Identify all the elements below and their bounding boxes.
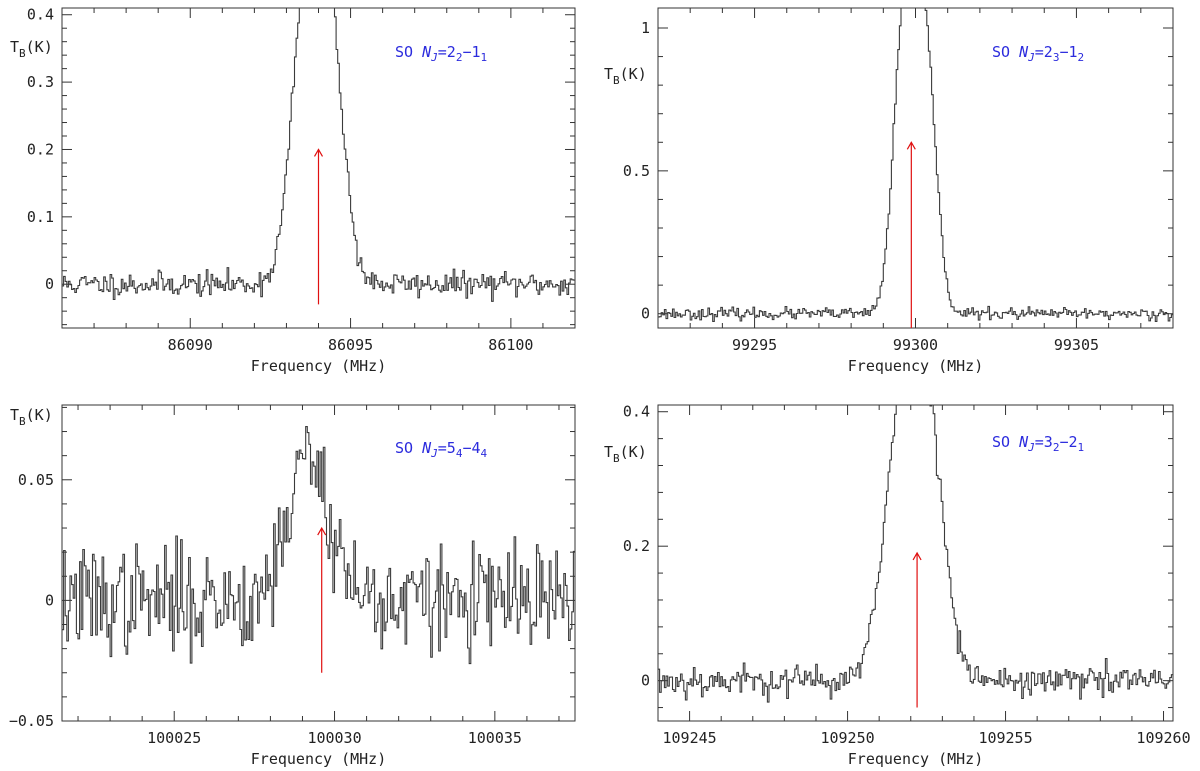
x-tick-label: 109260 [1136,729,1190,747]
y-tick-label: 0 [641,305,650,323]
y-tick-label: 1 [641,19,650,37]
transition-label: SO NJ=22−11 [395,43,487,64]
x-tick-label: 86100 [488,336,533,354]
panel-top-left: 86090 86095 86100 0 0.1 0.2 0.3 0.4 Frequency (M… [10,6,576,375]
spectrum-line [62,426,575,665]
x-tick-label: 100030 [307,729,361,747]
y-tick-label: 0 [45,591,54,609]
x-tick-label: 99295 [732,336,777,354]
x-axis-title: Frequency (MHz) [251,750,386,768]
x-axis-title: Frequency (MHz) [251,357,386,375]
transition-label: SO NJ=54−44 [395,439,488,460]
y-tick-label: 0.2 [27,140,54,158]
x-tick-label: 99300 [893,336,938,354]
arrow-head-icon [317,526,327,536]
transition-label: SO NJ=32−21 [992,433,1084,454]
y-axis-title: TB(K) [604,65,647,87]
plot-frame [657,7,1174,329]
arrow-head-icon [912,551,922,561]
x-axis-title: Frequency (MHz) [848,750,983,768]
y-tick-label: 0.5 [623,162,650,180]
spectrum-line [658,404,1173,703]
arrow-head-icon [313,148,324,157]
arrow-head-icon [906,141,916,150]
y-axis-title: TB(K) [10,38,53,60]
y-tick-label: 0.4 [623,403,650,421]
x-tick-label: 86095 [328,336,373,354]
y-axis-title: TB(K) [604,443,647,465]
y-tick-label: 0.1 [27,208,54,226]
plot-frame [61,404,576,722]
spectrum-line [62,7,575,302]
x-tick-label: 99305 [1054,336,1099,354]
x-tick-label: 86090 [168,336,213,354]
panel-bottom-left: 100025 100030 100035 −0.05 0 0.05 Frequency (M… [9,404,576,768]
plot-frame [657,404,1174,722]
y-axis-title: TB(K) [10,406,53,428]
y-tick-label: 0.4 [27,6,54,24]
x-tick-label: 100025 [147,729,201,747]
y-tick-label: 0.05 [18,471,54,489]
transition-label: SO NJ=23−12 [992,43,1084,64]
panel-top-right: 99295 99300 99305 0 0.5 1 Frequency (MHz) TB(K)… [604,7,1174,375]
x-axis-title: Frequency (MHz) [848,357,983,375]
x-tick-label: 109255 [978,729,1032,747]
panel-bottom-right: 109245 109250 109255 109260 0 0.2 0.4 Frequency… [604,403,1191,768]
spectrum-line [658,7,1173,322]
y-tick-label: 0 [641,672,650,690]
y-tick-label: −0.05 [9,712,54,730]
x-tick-label: 109250 [820,729,874,747]
x-tick-label: 100035 [468,729,522,747]
y-tick-label: 0.3 [27,73,54,91]
y-tick-label: 0 [45,275,54,293]
x-tick-label: 109245 [663,729,717,747]
y-tick-label: 0.2 [623,537,650,555]
